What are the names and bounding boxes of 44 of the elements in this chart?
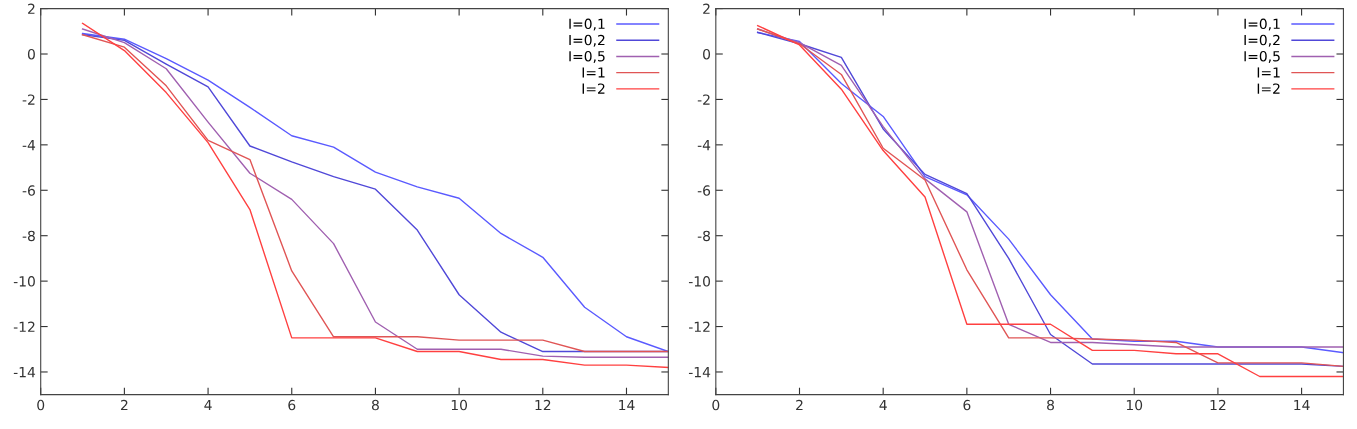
legend-label: I=2: [1257, 83, 1280, 94]
y-tick-label: 2: [28, 3, 35, 14]
x-tick-label: 2: [120, 399, 128, 411]
y-tick-label: 2: [703, 3, 710, 14]
x-tick-label: 10: [1126, 399, 1143, 411]
y-tick-label: -8: [697, 230, 711, 242]
y-tick-label: -4: [697, 140, 711, 151]
y-tick-label: -6: [697, 185, 711, 196]
x-tick-label: 2: [796, 399, 803, 411]
y-tick-label: -10: [688, 276, 711, 287]
legend-label: I=1: [1257, 67, 1280, 78]
legend-label: I=0,2: [1244, 34, 1280, 47]
x-tick-label: 8: [371, 399, 379, 411]
legend-label: I=0,1: [569, 18, 605, 31]
x-tick-label: 4: [879, 399, 887, 411]
y-tick-label: -8: [22, 230, 35, 242]
legend-label: I=0,1: [1244, 18, 1280, 31]
y-tick-label: -12: [13, 321, 35, 332]
legend-label: I=0,2: [569, 34, 605, 47]
legend-label: I=0,5: [569, 50, 605, 63]
x-tick-label: 10: [451, 399, 468, 411]
x-tick-label: 12: [535, 399, 551, 411]
y-tick-label: -4: [22, 140, 36, 151]
x-tick-label: 12: [1210, 399, 1226, 411]
y-tick-label: 0: [27, 48, 35, 60]
x-tick-label: 6: [288, 399, 296, 411]
y-tick-label: -2: [22, 94, 35, 105]
legend-label: I=2: [582, 83, 605, 94]
x-tick-label: 14: [619, 399, 635, 411]
y-tick-label: -2: [697, 94, 710, 105]
y-tick-label: -6: [22, 185, 35, 196]
x-tick-label: 4: [204, 399, 212, 411]
x-tick-label: 0: [37, 399, 45, 411]
y-tick-label: -10: [13, 276, 35, 287]
y-tick-label: -12: [688, 321, 710, 332]
x-tick-label: 8: [1047, 399, 1055, 411]
x-tick-label: 0: [712, 399, 720, 411]
legend-label: I=1: [582, 67, 605, 78]
legend-label: I=0,5: [1244, 50, 1280, 63]
x-tick-label: 6: [963, 399, 971, 411]
x-tick-label: 14: [1294, 399, 1310, 411]
y-tick-label: 0: [703, 48, 711, 60]
y-tick-label: -14: [688, 367, 711, 378]
y-tick-label: -14: [13, 367, 36, 378]
